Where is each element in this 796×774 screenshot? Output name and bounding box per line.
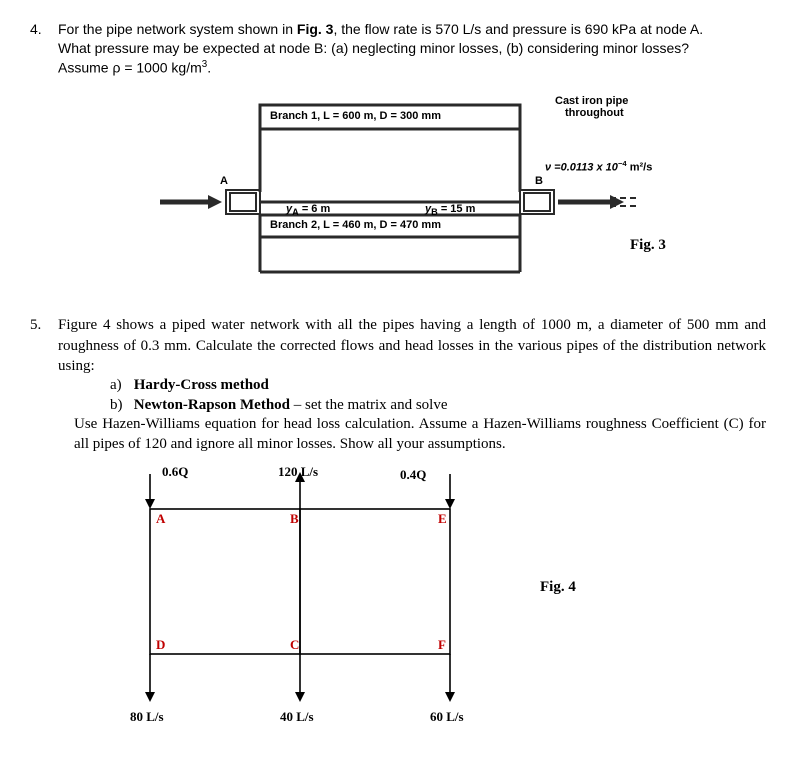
fig3-through: throughout <box>565 107 624 119</box>
fig3-ya: yA = 6 m <box>286 203 330 217</box>
fig3-nu: ν =0.0113 x 10−4 m²/s <box>545 159 652 174</box>
problem-5-body: Figure 4 shows a piped water network wit… <box>58 315 766 376</box>
fig3-nu-b: m²/s <box>627 162 653 174</box>
fig4-out-tm: 120 L/s <box>278 464 318 480</box>
p4-t1b: , the flow rate is 570 L/s and pressure … <box>333 21 703 37</box>
problem-5-text: 5. Figure 4 shows a piped water network … <box>30 315 766 376</box>
p5-l4: Use Hazen-Williams equation for head los… <box>74 416 647 432</box>
fig4-label: Fig. 4 <box>540 579 576 596</box>
p4-t3c: . <box>207 59 211 75</box>
p5-b-tail: – set the matrix and solve <box>290 397 447 413</box>
problem-5: 5. Figure 4 shows a piped water network … <box>30 315 766 734</box>
p5-b-lbl: b) <box>110 396 130 416</box>
p4-t2: What pressure may be expected at node B:… <box>58 40 689 56</box>
fig4-node-A: A <box>156 511 165 527</box>
fig3-ya-v: = 6 m <box>302 203 330 215</box>
fig3-ya-s: A <box>292 208 299 218</box>
fig3-nu-exp: −4 <box>618 159 627 168</box>
p5-b-text: Newton-Rapson Method <box>134 397 290 413</box>
fig4-in-tl: 0.6Q <box>162 464 188 480</box>
p5-a-lbl: a) <box>110 376 130 396</box>
fig4-node-C: C <box>290 637 299 653</box>
fig4-out-bl: 80 L/s <box>130 709 164 725</box>
figure-3: Branch 1, L = 600 m, D = 300 mm Cast iro… <box>90 87 730 287</box>
fig4-node-F: F <box>438 637 446 653</box>
problem-4-text: 4. For the pipe network system shown in … <box>30 20 766 77</box>
problem-4: 4. For the pipe network system shown in … <box>30 20 766 287</box>
figure-4: 0.6Q 120 L/s 0.4Q A B E D C F 80 L/s 40 … <box>100 464 600 734</box>
fig3-yb: yB = 15 m <box>425 203 475 217</box>
p5-tail: Use Hazen-Williams equation for head los… <box>30 415 766 454</box>
fig3-nu-a: ν =0.0113 x 10 <box>545 162 618 174</box>
p5-sub-a: a) Hardy-Cross method <box>30 376 766 396</box>
fig3-branch1: Branch 1, L = 600 m, D = 300 mm <box>270 110 441 122</box>
fig3-A: A <box>220 175 228 187</box>
problem-body: For the pipe network system shown in Fig… <box>58 20 766 77</box>
p4-t1: For the pipe network system shown in <box>58 21 297 37</box>
fig4-node-D: D <box>156 637 165 653</box>
fig4-node-B: B <box>290 511 299 527</box>
fig4-out-br: 60 L/s <box>430 709 464 725</box>
fig4-node-E: E <box>438 511 447 527</box>
fig4-in-tr: 0.4Q <box>400 467 426 483</box>
p4-t3a: Assume ρ = 1000 kg/m <box>58 59 202 75</box>
p5-l1: Figure 4 shows a piped water network wit… <box>58 317 681 333</box>
fig3-yb-v: = 15 m <box>441 203 476 215</box>
fig3-branch2: Branch 2, L = 460 m, D = 470 mm <box>270 219 441 231</box>
fig3-yb-s: B <box>431 208 438 218</box>
problem-number-5: 5. <box>30 315 58 335</box>
problem-number: 4. <box>30 20 58 39</box>
fig4-svg <box>100 464 600 734</box>
fig3-cast: Cast iron pipe <box>555 95 628 107</box>
fig3-label: Fig. 3 <box>630 237 666 254</box>
p4-figref: Fig. 3 <box>297 21 334 37</box>
fig3-B: B <box>535 175 543 187</box>
fig4-out-bm: 40 L/s <box>280 709 314 725</box>
p5-a-text: Hardy-Cross method <box>134 377 269 393</box>
p5-sub-b: b) Newton-Rapson Method – set the matrix… <box>30 396 766 416</box>
